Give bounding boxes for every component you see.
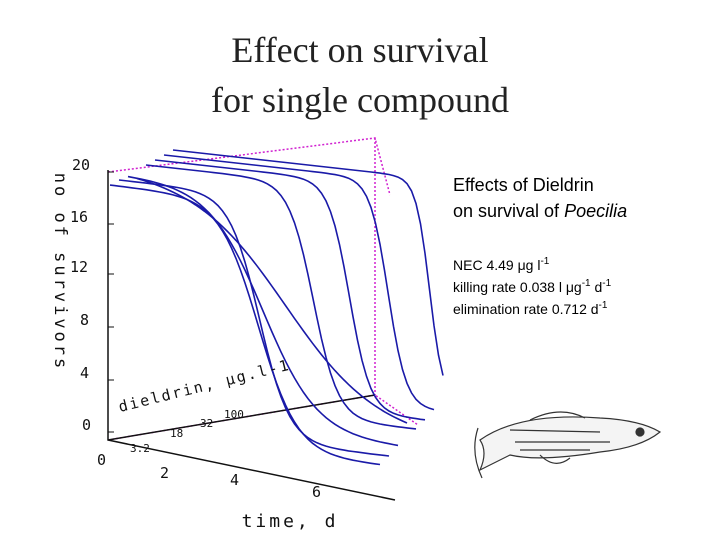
z-tick-label: 3.2 bbox=[130, 442, 150, 455]
axes bbox=[107, 170, 396, 501]
title-line: Effect on survival bbox=[231, 30, 488, 70]
survival-curve bbox=[154, 159, 426, 421]
z-axis-label: dieldrin, μg.l-1 bbox=[117, 356, 293, 416]
y-axis-label: no of survivors bbox=[50, 173, 70, 372]
survival-curve bbox=[118, 179, 390, 457]
caption-line: elimination rate 0.712 d-1 bbox=[453, 300, 608, 317]
x-tick-label: 6 bbox=[312, 483, 321, 501]
x-tick-label: 4 bbox=[230, 471, 239, 489]
z-tick-label: 100 bbox=[224, 408, 244, 421]
y-tick-label: 8 bbox=[80, 311, 89, 329]
x-tick-label: 0 bbox=[97, 451, 106, 469]
x-tick-label: 2 bbox=[160, 464, 169, 482]
species: Poecilia bbox=[564, 201, 627, 221]
y-tick-label: 16 bbox=[70, 208, 88, 226]
superscript: -1 bbox=[602, 278, 611, 289]
superscript: -1 bbox=[582, 278, 591, 289]
plot: no of survivors dieldrin, μg.l-1 time, d… bbox=[50, 137, 444, 532]
caption-heading: Effects of Dieldrin bbox=[453, 175, 594, 195]
y-tick-label: 0 bbox=[82, 416, 91, 434]
caption-text: d bbox=[591, 279, 603, 295]
superscript: -1 bbox=[599, 300, 608, 311]
caption-text: NEC 4.49 μg l bbox=[453, 257, 540, 273]
caption-subheading: on survival of Poecilia bbox=[453, 201, 627, 221]
superscript: -1 bbox=[540, 256, 549, 267]
caption-line: NEC 4.49 μg l-1 bbox=[453, 256, 550, 273]
survival-curve bbox=[127, 175, 399, 447]
survival-curve bbox=[172, 149, 444, 376]
survival-curve bbox=[145, 164, 417, 430]
title-line: for single compound bbox=[211, 80, 509, 120]
fish-illustration bbox=[474, 411, 662, 479]
y-tick-label: 12 bbox=[70, 258, 88, 276]
y-tick-label: 20 bbox=[72, 156, 90, 174]
caption-text: elimination rate 0.712 d bbox=[453, 301, 599, 317]
caption-text: killing rate 0.038 l μg bbox=[453, 279, 582, 295]
survival-curve bbox=[136, 177, 408, 424]
caption-text: on survival of bbox=[453, 201, 564, 221]
caption-line: killing rate 0.038 l μg-1 d-1 bbox=[453, 278, 612, 295]
y-tick-label: 4 bbox=[80, 364, 89, 382]
z-tick-label: 18 bbox=[170, 427, 183, 440]
survival-curves bbox=[109, 149, 444, 466]
x-axis-label: time, d bbox=[242, 511, 339, 532]
survival-curve bbox=[163, 154, 435, 411]
survival-curve bbox=[109, 184, 381, 466]
z-tick-label: 32 bbox=[200, 417, 213, 430]
